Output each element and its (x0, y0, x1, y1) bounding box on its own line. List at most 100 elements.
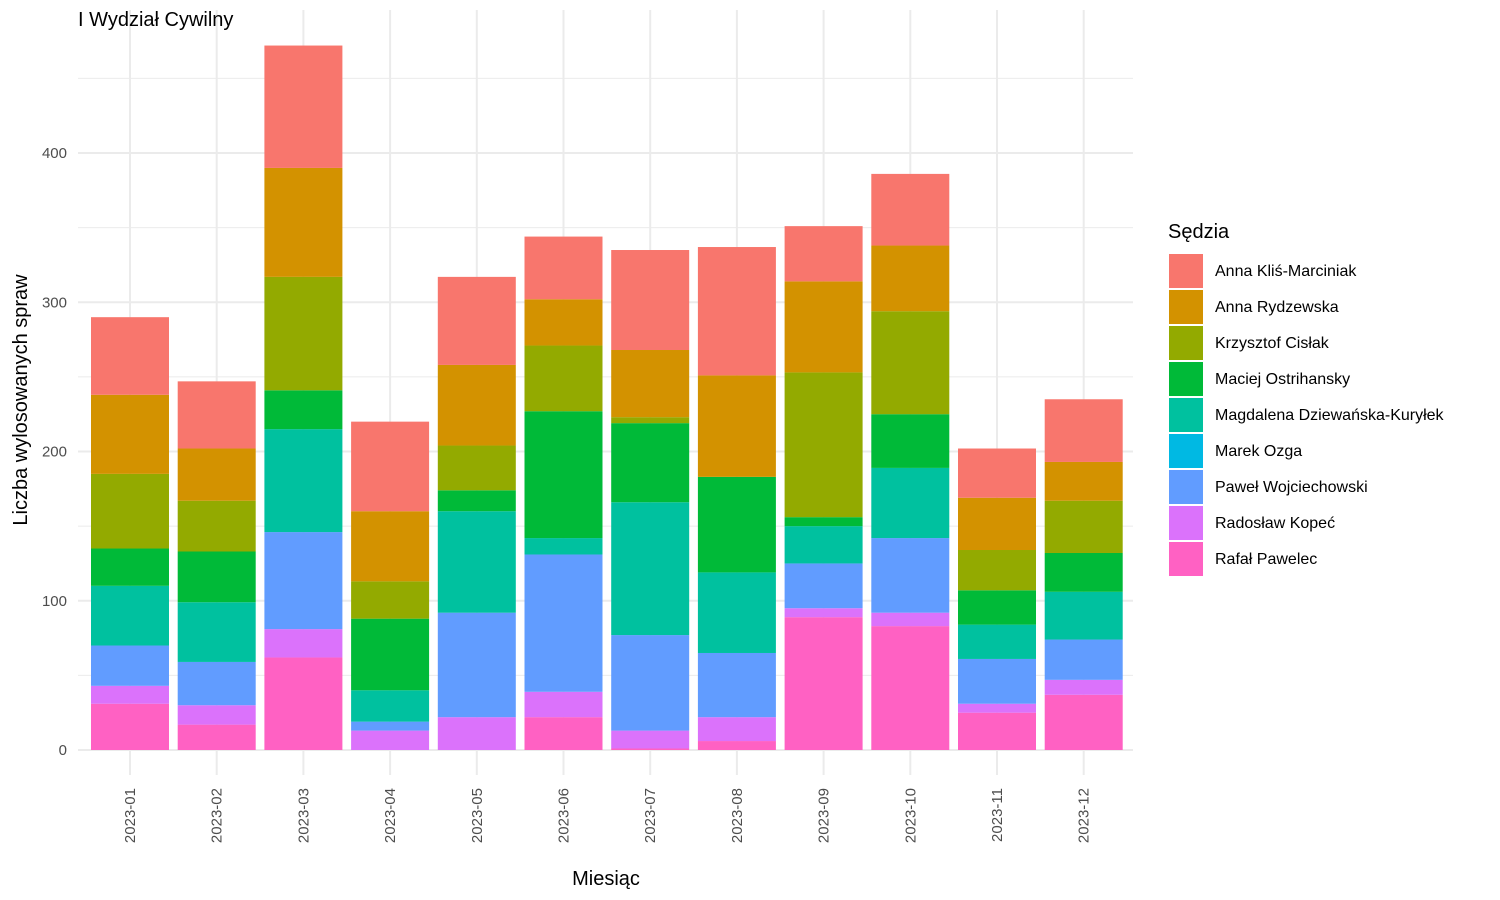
bar-segment (524, 538, 603, 555)
bar-segment (177, 705, 256, 725)
bar-segment (611, 502, 690, 636)
bar-segment (91, 685, 169, 704)
bar-segment (91, 645, 169, 686)
bar-segment (697, 741, 776, 750)
x-tick-label: 2023-03 (295, 788, 312, 843)
y-tick-label: 200 (42, 444, 67, 461)
bar-segment (1044, 552, 1123, 592)
bar-segment (1044, 639, 1123, 680)
legend-items: Anna Kliś-Marciniak Anna Rydzewska Krzyszt… (1169, 254, 1445, 576)
legend-label: Anna Kliś-Marciniak (1215, 263, 1357, 280)
legend-label: Marek Ozga (1215, 443, 1302, 460)
bar-segment (871, 173, 950, 246)
bar-segment (871, 311, 950, 415)
legend-swatch (1169, 542, 1203, 576)
bar-segment (958, 624, 1036, 659)
legend-swatch (1169, 398, 1203, 432)
x-axis-title: Miesiąc (572, 868, 640, 890)
bar-segment (871, 245, 950, 312)
y-tick-label: 300 (42, 294, 67, 311)
bar-segment (697, 247, 776, 376)
bar-segment (1044, 500, 1123, 553)
bar-segment (784, 372, 863, 518)
bar-segment (1044, 591, 1123, 640)
legend-label: Krzysztof Cisłak (1215, 335, 1330, 352)
legend-swatch (1169, 470, 1203, 504)
bar-segment (611, 730, 690, 749)
bar-segment (524, 236, 603, 300)
bar-segment (784, 526, 863, 564)
bar-segment (437, 276, 516, 365)
x-tick-label: 2023-06 (556, 788, 573, 843)
bar-segment (264, 532, 343, 630)
legend-label: Magdalena Dziewańska-Kuryłek (1215, 407, 1445, 424)
bar-segment (784, 608, 863, 618)
x-tick-label: 2023-12 (1076, 788, 1093, 843)
bar-segment (437, 612, 516, 718)
bar-segment (437, 511, 516, 613)
bar-segment (437, 445, 516, 491)
bar-segment (351, 511, 430, 582)
bar-segment (351, 581, 430, 619)
bar-segment (958, 703, 1036, 713)
chart-title: I Wydział Cywilny (78, 9, 233, 31)
bar-segment (524, 411, 603, 539)
bar-segment (871, 467, 950, 539)
y-tick-label: 400 (42, 145, 67, 162)
x-tick-label: 2023-02 (209, 788, 226, 843)
legend-swatch (1169, 506, 1203, 540)
bar-segment (264, 276, 343, 391)
legend-swatch (1169, 326, 1203, 360)
y-axis-ticks: 0 100 200 300 400 (42, 145, 67, 759)
bar-segment (437, 364, 516, 446)
bar-segment (351, 690, 430, 722)
bar-segment (958, 497, 1036, 551)
bar-segment (177, 602, 256, 662)
x-tick-label: 2023-07 (642, 788, 659, 843)
legend-swatch (1169, 362, 1203, 396)
bar-segment (1044, 399, 1123, 462)
bar-segment (1044, 679, 1123, 695)
bar-segment (784, 281, 863, 373)
bar-segment (91, 394, 169, 474)
bar-segment (611, 423, 690, 503)
bar-segment (91, 317, 169, 395)
bar-segment (784, 517, 863, 527)
bar-segment (524, 554, 603, 692)
legend-label: Radosław Kopeć (1215, 515, 1335, 532)
bar-segment (697, 652, 776, 718)
bar-segment (958, 712, 1036, 750)
bar-segment (1044, 694, 1123, 750)
bar-segment (697, 572, 776, 653)
bar-segment (177, 661, 256, 706)
legend: Sędzia Anna Kliś-Marciniak Anna Rydzewska… (1168, 221, 1445, 576)
bar-segment (264, 167, 343, 277)
bar-segment (351, 421, 430, 512)
x-tick-label: 2023-05 (469, 788, 486, 843)
legend-label: Paweł Wojciechowski (1215, 479, 1368, 496)
bar-segment (871, 414, 950, 468)
bar-segment (177, 381, 256, 449)
bar-segment (871, 538, 950, 613)
bar-segment (697, 375, 776, 477)
bars (91, 45, 1123, 750)
bar-segment (784, 563, 863, 609)
bar-segment (351, 730, 430, 750)
bar-segment (697, 717, 776, 742)
bar-segment (524, 345, 603, 412)
bar-segment (437, 490, 516, 512)
legend-swatch (1169, 290, 1203, 324)
bar-segment (611, 635, 690, 731)
bar-segment (958, 590, 1036, 625)
bar-segment (784, 617, 863, 750)
bar-segment (91, 703, 169, 750)
bar-segment (524, 717, 603, 750)
bar-segment (177, 448, 256, 501)
bar-segment (611, 417, 690, 424)
y-tick-label: 100 (42, 593, 67, 610)
legend-swatch (1169, 254, 1203, 288)
x-tick-label: 2023-09 (816, 788, 833, 843)
bar-segment (264, 657, 343, 750)
bar-segment (697, 476, 776, 573)
bar-segment (177, 724, 256, 750)
